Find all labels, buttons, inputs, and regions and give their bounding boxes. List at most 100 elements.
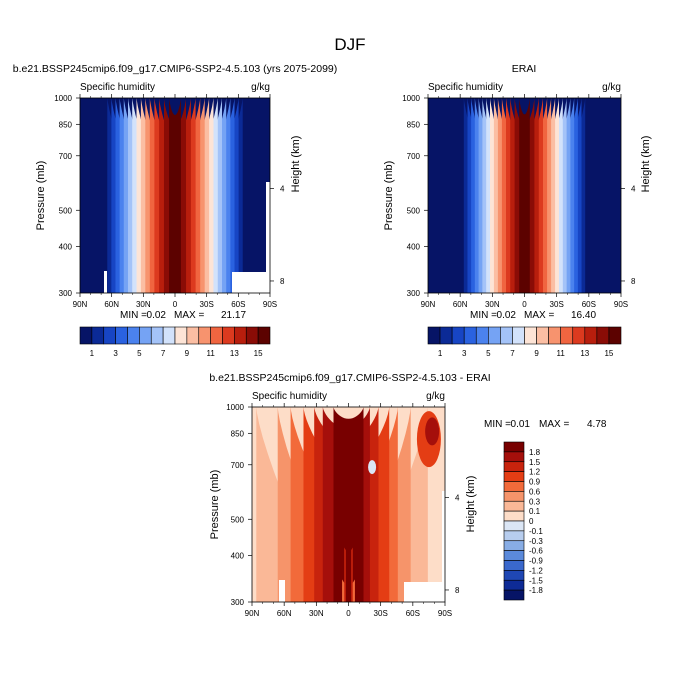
max-value: 21.17 bbox=[221, 310, 246, 321]
min-value: 0.01 bbox=[511, 419, 531, 430]
y-tick-label: 850 bbox=[407, 120, 421, 129]
x-tick-label: 60N bbox=[453, 300, 468, 309]
x-tick-label: 30S bbox=[550, 300, 564, 309]
panel-diff-title: b.e21.BSSP245cmip6.f09_g17.CMIP6-SSP2-4.… bbox=[209, 372, 490, 384]
label-bar-label: 11 bbox=[206, 349, 215, 358]
label-bar-box bbox=[596, 326, 610, 345]
label-bar-label: -0.3 bbox=[529, 537, 543, 546]
y-tick-label: 300 bbox=[59, 289, 73, 298]
y-axis-label: Pressure (mb) bbox=[35, 161, 47, 231]
y2-tick-label: 8 bbox=[280, 277, 285, 286]
label-bar-label: -0.6 bbox=[529, 547, 543, 556]
contour-band bbox=[333, 407, 364, 602]
label-bar-label: 9 bbox=[185, 349, 190, 358]
y-tick-label: 400 bbox=[59, 242, 73, 251]
y2-axis-label: Height (km) bbox=[465, 476, 477, 533]
y-tick-label: 400 bbox=[231, 551, 245, 560]
label-bar-label: 5 bbox=[486, 349, 491, 358]
label-bar-box bbox=[103, 326, 116, 345]
contour-band bbox=[425, 417, 440, 446]
label-bar-label: 5 bbox=[137, 349, 142, 358]
min-label: MIN = bbox=[120, 310, 147, 321]
label-bar-box bbox=[503, 570, 525, 581]
contour-band bbox=[345, 529, 352, 602]
label-bar-box bbox=[503, 471, 525, 482]
label-bar-box bbox=[234, 326, 247, 345]
label-bar-box bbox=[186, 326, 200, 345]
x-tick-label: 90S bbox=[438, 609, 452, 618]
label-bar-label: 0.1 bbox=[529, 507, 541, 516]
y-tick-label: 400 bbox=[407, 242, 421, 251]
y-tick-label: 700 bbox=[407, 152, 421, 161]
label-bar-label: 3 bbox=[462, 349, 467, 358]
y2-tick-label: 4 bbox=[280, 184, 285, 193]
x-tick-label: 30S bbox=[374, 609, 388, 618]
min-value: 0.02 bbox=[497, 310, 517, 321]
label-bar: 1.81.51.20.90.60.30.10-0.1-0.3-0.6-0.9-1… bbox=[503, 441, 543, 601]
min-value: 0.02 bbox=[147, 310, 167, 321]
label-bar-label: 1 bbox=[438, 349, 443, 358]
label-bar-box bbox=[548, 326, 561, 345]
label-bar-box bbox=[198, 326, 211, 345]
panel-diff: b.e21.BSSP245cmip6.f09_g17.CMIP6-SSP2-4.… bbox=[209, 372, 607, 618]
label-bar-box bbox=[512, 326, 525, 345]
y2-tick-label: 4 bbox=[455, 493, 460, 502]
y-tick-label: 500 bbox=[231, 515, 245, 524]
y-tick-label: 300 bbox=[407, 289, 421, 298]
x-tick-label: 0 bbox=[173, 300, 178, 309]
x-tick-label: 60S bbox=[582, 300, 596, 309]
y-tick-label: 1000 bbox=[402, 94, 420, 103]
label-bar-box bbox=[139, 326, 152, 345]
contour-field bbox=[428, 98, 621, 293]
label-bar-label: 11 bbox=[557, 349, 566, 358]
label-bar-box bbox=[503, 491, 525, 502]
y2-tick-label: 4 bbox=[631, 184, 636, 193]
max-label: MAX = bbox=[539, 419, 569, 430]
label-bar-label: 7 bbox=[510, 349, 515, 358]
x-tick-label: 60N bbox=[277, 609, 292, 618]
max-value: 16.40 bbox=[571, 310, 596, 321]
x-tick-label: 90S bbox=[614, 300, 628, 309]
label-bar-label: 1.8 bbox=[529, 448, 541, 457]
label-bar-box bbox=[162, 326, 176, 345]
label-bar-label: 1.2 bbox=[529, 468, 541, 477]
label-bar-label: 0.3 bbox=[529, 497, 541, 506]
label-bar-label: 15 bbox=[604, 349, 613, 358]
x-tick-label: 30N bbox=[485, 300, 500, 309]
y-tick-label: 700 bbox=[59, 152, 73, 161]
missing-data-masks bbox=[104, 182, 270, 293]
label-bar-label: 1 bbox=[90, 349, 95, 358]
contour-band bbox=[368, 460, 377, 475]
label-bar-label: -1.5 bbox=[529, 576, 543, 585]
label-bar-label: -0.9 bbox=[529, 557, 543, 566]
label-bar-box bbox=[503, 461, 525, 472]
y2-axis-label: Height (km) bbox=[640, 136, 652, 193]
label-bar-box bbox=[503, 550, 525, 561]
label-bar-box bbox=[503, 540, 525, 551]
label-bar-box bbox=[503, 510, 525, 522]
contour-band bbox=[169, 98, 181, 293]
y-tick-label: 500 bbox=[407, 206, 421, 215]
x-tick-label: 60S bbox=[231, 300, 245, 309]
x-tick-label: 30S bbox=[200, 300, 214, 309]
x-tick-label: 90N bbox=[421, 300, 436, 309]
y-axis-label: Pressure (mb) bbox=[209, 470, 221, 540]
missing-data-mask bbox=[404, 582, 445, 602]
missing-data-mask bbox=[442, 491, 445, 582]
label-bar-label: -1.8 bbox=[529, 586, 543, 595]
x-tick-label: 90N bbox=[245, 609, 260, 618]
y-tick-label: 500 bbox=[59, 206, 73, 215]
label-bar-box bbox=[500, 326, 513, 345]
panel-obs-subtitle: Specific humidity bbox=[428, 82, 503, 93]
panel-model-title: b.e21.BSSP245cmip6.f09_g17.CMIP6-SSP2-4.… bbox=[13, 63, 338, 75]
label-bar-box bbox=[572, 326, 586, 345]
label-bar-box bbox=[115, 326, 128, 345]
panel-model: b.e21.BSSP245cmip6.f09_g17.CMIP6-SSP2-4.… bbox=[13, 63, 338, 358]
label-bar-box bbox=[150, 326, 164, 345]
x-tick-label: 60N bbox=[104, 300, 119, 309]
label-bar-box bbox=[257, 326, 271, 345]
panel-obs-title: ERAI bbox=[512, 63, 537, 75]
label-bar-box bbox=[91, 326, 105, 345]
label-bar-box bbox=[174, 326, 188, 345]
